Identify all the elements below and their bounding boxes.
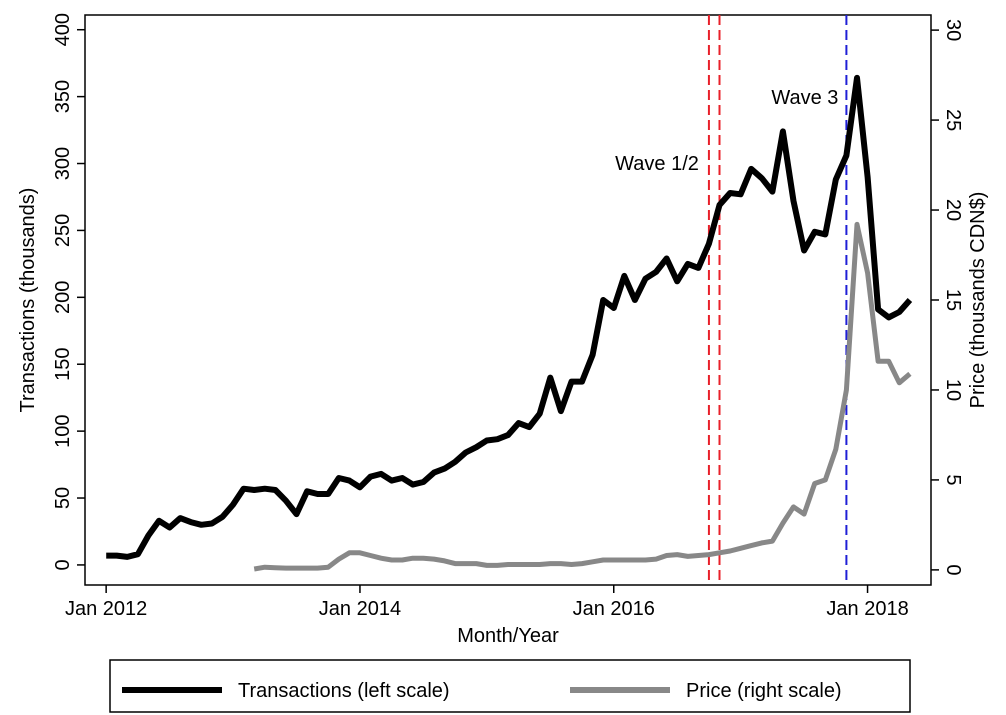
y-tick-label: 0	[52, 559, 74, 570]
y2-tick-label: 5	[942, 474, 964, 485]
y2-tick-label: 15	[942, 289, 964, 311]
y-tick-label: 100	[52, 414, 74, 447]
series-line	[253, 221, 912, 572]
annotation: Wave 3	[771, 87, 838, 109]
y-tick-label: 200	[52, 281, 74, 314]
y2-tick-label: 25	[942, 109, 964, 131]
y-tick-label: 250	[52, 214, 74, 247]
x-tick-label: Jan 2014	[319, 598, 401, 620]
y-tick-label: 300	[52, 147, 74, 180]
y-tick-label: 400	[52, 13, 74, 46]
y2-tick-label: 30	[942, 19, 964, 41]
x-tick-label: Jan 2016	[573, 598, 655, 620]
series-line	[106, 74, 913, 560]
legend-label: Transactions (left scale)	[238, 680, 450, 702]
x-tick-label: Jan 2018	[826, 598, 908, 620]
annotation: Wave 1/2	[615, 153, 699, 175]
y-tick-label: 150	[52, 348, 74, 381]
y-axis-label: Transactions (thousands)	[17, 188, 39, 413]
y2-tick-label: 10	[942, 379, 964, 401]
y2-tick-label: 0	[942, 564, 964, 575]
y2-tick-label: 20	[942, 199, 964, 221]
y2-axis-label: Price (thousands CDN$)	[967, 192, 989, 409]
legend-label: Price (right scale)	[686, 680, 842, 702]
y-tick-label: 350	[52, 80, 74, 113]
x-axis-label: Month/Year	[457, 625, 559, 647]
x-tick-label: Jan 2012	[65, 598, 147, 620]
legend-box	[109, 659, 911, 713]
y-tick-label: 50	[52, 487, 74, 509]
